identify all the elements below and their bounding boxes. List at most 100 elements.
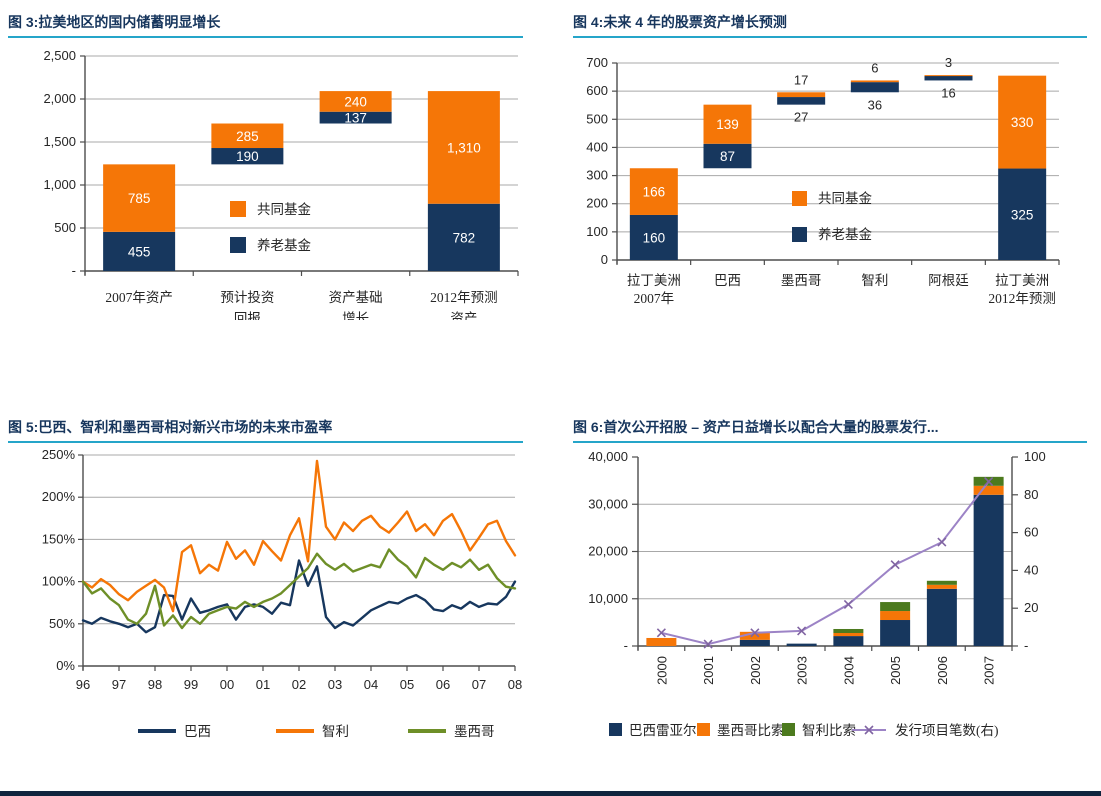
- bar-segment-mutual: [924, 75, 973, 77]
- figure-3: 图 3:拉美地区的国内储蓄明显增长 - 500 1,000 1,500 2,000 2,5…: [8, 12, 523, 320]
- bar-segment-pension: [998, 168, 1047, 260]
- bar-segment-pension: [319, 111, 392, 124]
- figure-3-title: 图 3:拉美地区的国内储蓄明显增长: [8, 12, 523, 38]
- figure-4-chart: 0 100 200 300 400 500 600 700 160 166 拉丁美洲 2007年 87 1…: [573, 38, 1087, 320]
- legend-swatch: [276, 729, 314, 733]
- data-label: 330: [1011, 115, 1034, 130]
- data-label: 87: [720, 149, 735, 164]
- data-label: 455: [128, 244, 151, 259]
- bar-segment-墨西哥比索: [739, 631, 770, 640]
- bar-segment-巴西雷亚尔: [833, 636, 864, 646]
- figure-6-chart: - 10,000 20,000 30,000 40,000 - 20 40 60 80 100 200…: [573, 443, 1087, 743]
- legend-swatch: [792, 227, 807, 242]
- figure-5-title: 图 5:巴西、智利和墨西哥相对新兴市场的未来市盈率: [8, 417, 523, 443]
- legend-label: 智利: [322, 724, 349, 739]
- y-tick-label: 500: [54, 220, 76, 235]
- bar-segment-mutual: [998, 75, 1047, 169]
- category-label: 增长: [342, 311, 369, 320]
- data-label: 137: [344, 111, 367, 126]
- combo-chart-canvas: - 10,000 20,000 30,000 40,000 - 20 40 60 80 100 200…: [588, 449, 1046, 738]
- bar-segment-巴西雷亚尔: [880, 620, 911, 646]
- bar-segment-mutual: [629, 168, 678, 215]
- legend-swatch: [230, 201, 246, 217]
- x-tick-label: 01: [256, 677, 270, 692]
- stacked-bar-chart-canvas: 0100200300400500600700160166拉丁美洲2007年871…: [586, 55, 1060, 306]
- data-label: 3: [945, 55, 952, 70]
- bar-segment-pension: [850, 82, 899, 93]
- data-label: 166: [643, 185, 666, 200]
- figure-4-title: 图 4:未来 4 年的股票资产增长预测: [573, 12, 1087, 38]
- y-tick-label: 400: [586, 139, 608, 154]
- right-tick-label: 80: [1024, 487, 1038, 502]
- data-label: 785: [128, 191, 151, 206]
- left-tick-label: -: [624, 638, 628, 653]
- legend-label: 智利比索: [802, 723, 856, 738]
- y-tick-label: 100: [586, 224, 608, 239]
- bar-segment-mutual: [319, 91, 392, 112]
- data-label: 6: [871, 60, 878, 75]
- category-label: 2012年预测: [430, 290, 498, 305]
- left-tick-label: 10,000: [588, 591, 628, 606]
- data-label: 285: [236, 129, 259, 144]
- category-label: 2012年预测: [988, 291, 1056, 306]
- y-tick-label: 2,500: [43, 48, 76, 63]
- x-marker: [937, 537, 947, 547]
- series-line-墨西哥: [81, 548, 517, 630]
- legend-label: 养老基金: [257, 237, 311, 253]
- legend-label: 墨西哥: [454, 724, 495, 739]
- y-tick-label: 500: [586, 111, 608, 126]
- x-tick-label: 96: [76, 677, 90, 692]
- figure-5-chart: 0% 50% 100% 150% 200% 250% 96 97 98 99 00 01 02 03 04 0…: [8, 443, 523, 743]
- legend-x-marker: [864, 725, 874, 735]
- data-label: 16: [941, 85, 955, 100]
- legend-swatch: [408, 729, 446, 733]
- bar-segment-mutual: [777, 92, 826, 98]
- legend-label: 巴西: [184, 724, 211, 739]
- bar-segment-mutual: [703, 104, 752, 144]
- x-tick-label: 06: [436, 677, 450, 692]
- x-category-label: 2004: [841, 656, 856, 685]
- data-label: 190: [236, 149, 259, 164]
- y-tick-label: 50%: [49, 616, 75, 631]
- category-label: 墨西哥: [781, 273, 822, 288]
- data-label: 240: [344, 94, 367, 109]
- y-tick-label: 250%: [42, 447, 76, 462]
- legend-swatch: [792, 191, 807, 206]
- bar-segment-mutual: [103, 164, 176, 232]
- bar-segment-巴西雷亚尔: [926, 588, 957, 646]
- figure-3-chart: - 500 1,000 1,500 2,000 2,500 455 785 2007年资产 190…: [8, 38, 523, 320]
- y-tick-label: 300: [586, 168, 608, 183]
- bar-segment-墨西哥比索: [926, 584, 957, 589]
- bar-segment-墨西哥比索: [973, 485, 1004, 495]
- bar-segment-墨西哥比索: [646, 637, 677, 646]
- category-label: 巴西: [714, 273, 741, 288]
- x-tick-label: 03: [328, 677, 342, 692]
- series-line-巴西: [81, 559, 517, 634]
- bar-segment-pension: [103, 231, 176, 271]
- footer-bar: [0, 791, 1101, 796]
- line-chart-canvas: 0% 50% 100% 150% 200% 250% 96 97 98 99 00 01 02 03 04 0…: [42, 447, 522, 739]
- category-label: 2007年资产: [105, 290, 173, 305]
- legend-label: 发行项目笔数(右): [895, 723, 999, 738]
- right-tick-label: 100: [1024, 449, 1046, 464]
- category-label: 拉丁美洲: [627, 273, 681, 288]
- legend-label: 共同基金: [257, 201, 311, 217]
- bar-segment-pension: [703, 143, 752, 169]
- right-tick-label: 40: [1024, 562, 1038, 577]
- x-tick-label: 05: [400, 677, 414, 692]
- figure-5: 图 5:巴西、智利和墨西哥相对新兴市场的未来市盈率 0% 50% 100% 150% 2…: [8, 417, 523, 743]
- legend-swatch: [138, 729, 176, 733]
- x-tick-label: 98: [148, 677, 162, 692]
- data-label: 1,310: [447, 140, 481, 155]
- legend-label: 墨西哥比索: [717, 723, 785, 738]
- y-tick-label: 2,000: [43, 91, 76, 106]
- bar-segment-pension: [427, 203, 500, 271]
- data-label: 325: [1011, 207, 1034, 222]
- legend-swatch: [230, 237, 246, 253]
- left-tick-label: 20,000: [588, 544, 628, 559]
- x-category-label: 2003: [795, 656, 810, 685]
- category-label: 资产: [450, 311, 477, 320]
- y-tick-label: 1,000: [43, 177, 76, 192]
- legend-swatch: [782, 723, 795, 736]
- bar-segment-智利比索: [926, 580, 957, 585]
